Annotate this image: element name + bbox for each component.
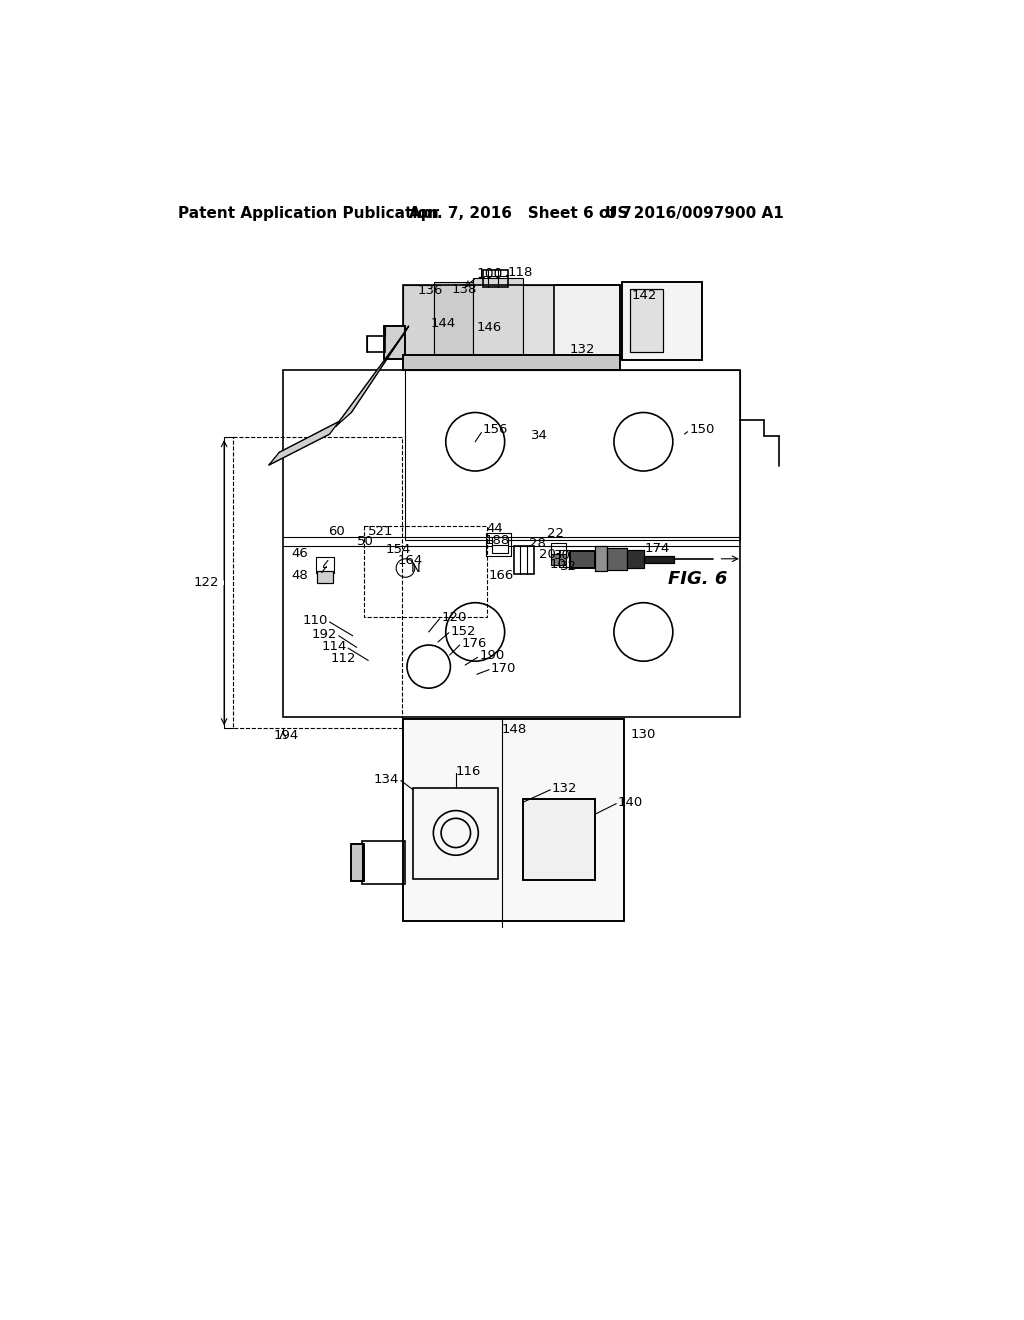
Text: 10: 10 <box>550 558 566 572</box>
Text: 138: 138 <box>452 282 477 296</box>
Bar <box>233 437 402 729</box>
Bar <box>595 546 607 572</box>
Bar <box>627 549 644 568</box>
Text: 188: 188 <box>484 533 510 546</box>
Bar <box>473 277 523 359</box>
Text: 176: 176 <box>461 638 486 649</box>
Bar <box>403 719 624 921</box>
Bar <box>384 326 406 359</box>
Bar <box>362 841 406 884</box>
Text: 118: 118 <box>508 265 534 279</box>
Bar <box>514 546 535 574</box>
Bar <box>486 533 511 556</box>
Text: 190: 190 <box>479 649 505 663</box>
Bar <box>559 549 569 566</box>
Bar <box>551 544 566 554</box>
Text: 521: 521 <box>369 524 394 537</box>
Text: 132: 132 <box>569 343 595 356</box>
Bar <box>403 355 621 370</box>
Bar <box>403 719 624 921</box>
Text: 50: 50 <box>357 536 375 548</box>
Bar <box>403 355 621 370</box>
Text: 32: 32 <box>560 560 578 573</box>
Bar <box>623 281 701 360</box>
Text: 164: 164 <box>397 554 423 566</box>
Bar <box>569 552 595 568</box>
Text: FIG. 6: FIG. 6 <box>669 570 727 587</box>
Text: 60: 60 <box>329 524 345 537</box>
Text: 192: 192 <box>312 628 337 640</box>
Text: 136: 136 <box>418 284 443 297</box>
Bar <box>523 285 554 359</box>
Bar <box>630 289 663 352</box>
Bar <box>351 843 364 880</box>
Text: 152: 152 <box>451 624 476 638</box>
Text: 140: 140 <box>617 796 643 809</box>
Text: 142: 142 <box>632 289 657 302</box>
Polygon shape <box>336 326 409 426</box>
Text: 150: 150 <box>689 422 715 436</box>
Bar <box>283 370 740 717</box>
Bar <box>595 546 607 572</box>
Text: Apr. 7, 2016   Sheet 6 of 7: Apr. 7, 2016 Sheet 6 of 7 <box>410 206 632 222</box>
Text: 44: 44 <box>486 521 503 535</box>
Text: 132: 132 <box>552 781 578 795</box>
Bar <box>406 370 740 540</box>
Text: 46: 46 <box>292 546 308 560</box>
Text: 130: 130 <box>630 727 655 741</box>
Text: 112: 112 <box>331 652 356 665</box>
Text: 134: 134 <box>374 772 399 785</box>
Bar <box>607 548 627 570</box>
Text: 146: 146 <box>477 321 502 334</box>
Text: US 2016/0097900 A1: US 2016/0097900 A1 <box>604 206 783 222</box>
Text: Patent Application Publication: Patent Application Publication <box>178 206 439 222</box>
Bar <box>317 572 333 583</box>
Text: 144: 144 <box>430 317 456 330</box>
Text: 122: 122 <box>194 576 219 589</box>
Text: 22: 22 <box>547 527 563 540</box>
Bar <box>403 285 434 359</box>
Polygon shape <box>269 422 339 465</box>
Bar <box>644 556 674 562</box>
Bar <box>627 549 644 568</box>
Bar <box>569 552 595 568</box>
Text: 170: 170 <box>490 661 516 675</box>
Bar <box>315 557 334 573</box>
Bar <box>367 335 385 352</box>
Text: 148: 148 <box>502 723 526 737</box>
Bar <box>317 572 333 583</box>
Bar <box>644 556 674 562</box>
Bar <box>554 285 621 359</box>
Bar <box>607 548 627 570</box>
Bar <box>623 281 701 360</box>
Text: 110: 110 <box>302 614 328 627</box>
Bar <box>523 799 595 880</box>
Text: 156: 156 <box>483 422 508 436</box>
Text: 28: 28 <box>529 537 547 550</box>
Text: 154: 154 <box>385 543 411 556</box>
Text: N: N <box>411 562 421 576</box>
Bar <box>403 285 621 359</box>
Bar <box>384 326 406 359</box>
Text: 116: 116 <box>456 764 481 777</box>
Bar <box>351 843 364 880</box>
Text: 34: 34 <box>531 429 548 442</box>
Bar <box>483 271 508 286</box>
Text: 114: 114 <box>322 640 346 653</box>
Bar <box>493 537 508 553</box>
Text: 120: 120 <box>441 611 467 624</box>
Text: 166: 166 <box>488 569 514 582</box>
Text: 20: 20 <box>539 548 556 561</box>
Bar <box>630 289 663 352</box>
Bar <box>434 281 473 359</box>
Bar <box>365 527 486 618</box>
Text: 30: 30 <box>554 549 571 562</box>
Bar <box>414 788 499 879</box>
Bar <box>523 799 595 880</box>
Text: 174: 174 <box>645 543 671 556</box>
Text: 194: 194 <box>273 730 299 742</box>
Bar <box>551 554 566 565</box>
Text: 48: 48 <box>292 569 308 582</box>
Text: 100: 100 <box>477 267 503 281</box>
